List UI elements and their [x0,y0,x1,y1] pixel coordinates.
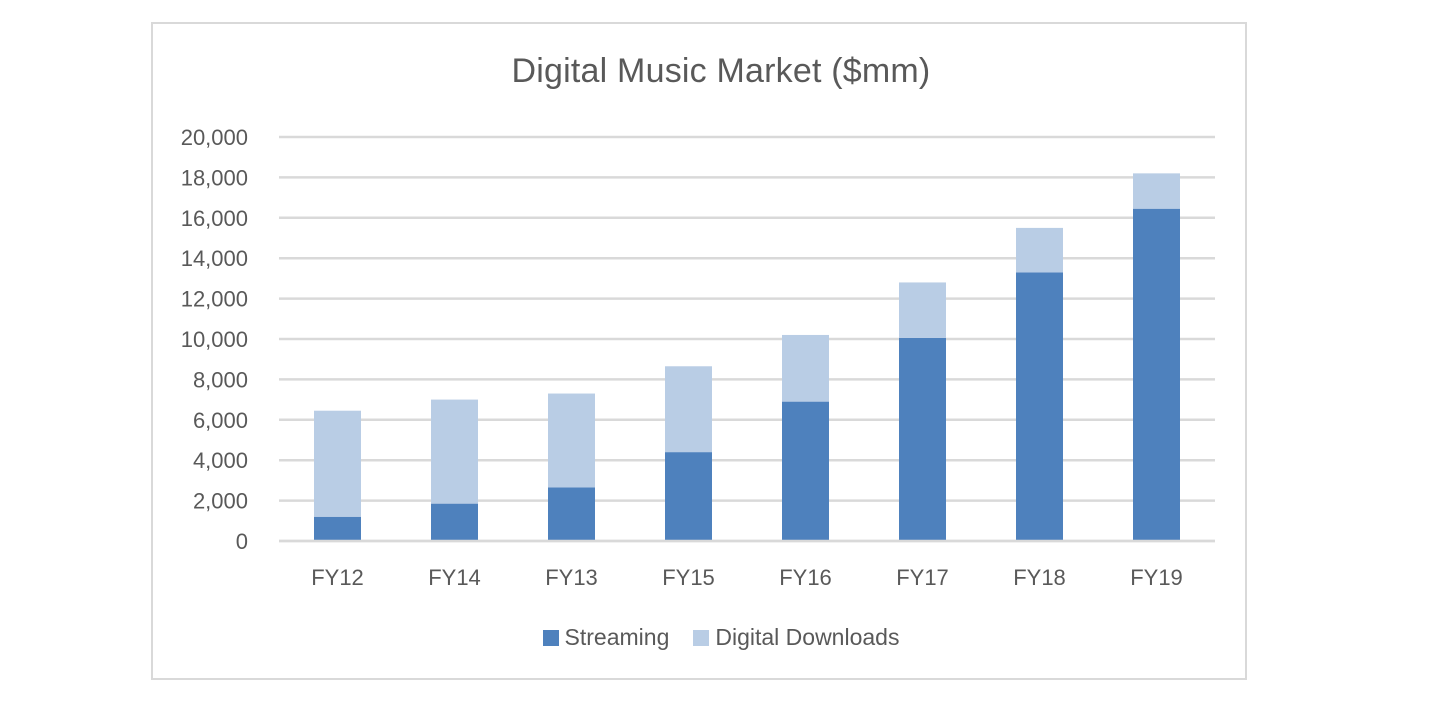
bar-digital-downloads [899,282,946,338]
legend-swatch-streaming [542,629,559,646]
bar-streaming [1016,272,1063,541]
y-tick-label: 18,000 [181,165,248,190]
y-tick-label: 8,000 [193,367,248,392]
bar-streaming [1133,208,1180,541]
y-tick-label: 16,000 [181,206,248,231]
bar-streaming [899,337,946,541]
x-tick-label: FY17 [896,565,949,590]
y-tick-label: 4,000 [193,448,248,473]
legend-item-digital-downloads: Digital Downloads [693,624,899,651]
x-tick-label: FY12 [311,565,364,590]
x-tick-label: FY14 [428,565,481,590]
chart-frame [151,22,1247,680]
legend-swatch-digital-downloads [693,629,710,646]
legend-label-streaming: Streaming [564,624,670,650]
bar-digital-downloads [548,393,595,488]
bar-digital-downloads [431,399,478,504]
y-tick-label: 14,000 [181,246,248,271]
x-tick-label: FY18 [1013,565,1066,590]
y-tick-label: 20,000 [181,125,248,150]
bar-digital-downloads [314,410,361,517]
bar-digital-downloads [782,334,829,402]
bar-streaming [782,401,829,541]
chart-title: Digital Music Market ($mm) [511,52,931,90]
x-tick-label: FY15 [662,565,715,590]
x-tick-label: FY19 [1130,565,1183,590]
bar-digital-downloads [1016,227,1063,273]
bar-digital-downloads [1133,173,1180,209]
y-tick-label: 2,000 [193,489,248,514]
bar-streaming [548,487,595,541]
y-tick-label: 6,000 [193,408,248,433]
bar-digital-downloads [665,366,712,453]
legend-item-streaming: Streaming [542,624,670,651]
y-tick-label: 10,000 [181,327,248,352]
bar-streaming [665,452,712,541]
legend-label-digital-downloads: Digital Downloads [715,624,900,650]
bar-streaming [431,503,478,541]
legend: Streaming Digital Downloads [0,624,1442,651]
x-tick-label: FY13 [545,565,598,590]
x-tick-label: FY16 [779,565,832,590]
bar-streaming [314,516,361,541]
y-tick-label: 12,000 [181,287,248,312]
y-tick-label: 0 [236,529,248,554]
